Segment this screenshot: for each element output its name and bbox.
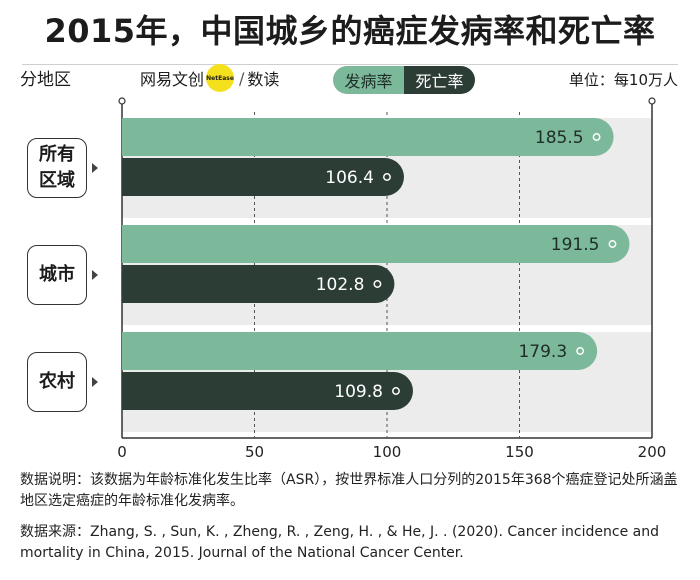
bar-end-marker — [392, 387, 400, 395]
brand-logo: 网易文创 NetEase / 数读 — [140, 62, 279, 94]
data-label: 102.8 — [316, 275, 365, 295]
bar-chart: 0 50 100 150 200 185.5 191.5 179.3 106.4 102.8 109… — [117, 97, 667, 461]
chart-title: 2015年，中国城乡的癌症发病率和死亡率 — [44, 12, 656, 50]
bar-end-marker — [373, 280, 382, 288]
data-label: 191.5 — [551, 235, 600, 255]
data-label: 179.3 — [518, 342, 567, 362]
category-label: 所有 区域 — [27, 138, 87, 198]
incidence-bar — [122, 225, 630, 263]
incidence-bar — [122, 118, 614, 156]
category-label-text: 农村 — [39, 369, 75, 395]
category-label: 农村 — [27, 352, 87, 412]
title-divider — [22, 64, 678, 65]
bar-end-marker — [592, 133, 601, 141]
category-label-line: 所有 — [39, 144, 75, 165]
category-label-line: 区域 — [39, 170, 75, 191]
bar-end-marker — [608, 240, 617, 248]
legend: 发病率 死亡率 — [333, 66, 475, 94]
unit-label: 单位：每10万人 — [568, 71, 678, 89]
category-pointer-icon — [92, 377, 98, 387]
mortality-bar — [122, 265, 395, 303]
legend-item-incidence: 发病率 — [344, 72, 393, 91]
brand-name-shudu: 数读 — [247, 70, 280, 89]
data-explanation-note: 数据说明：该数据为年龄标准化发生比率（ASR），按世界标准人口分列的2015年3… — [20, 472, 678, 509]
category-label-text: 所有 区域 — [39, 142, 75, 194]
category-pointer-icon — [92, 270, 98, 280]
bar-end-marker — [383, 173, 391, 181]
axis-cap-right — [648, 97, 656, 105]
brand-slash: / — [239, 68, 245, 88]
category-label-line: 城市 — [39, 264, 75, 285]
category-pointer-icon — [92, 163, 98, 173]
bar-end-marker — [576, 347, 585, 355]
category-label: 城市 — [27, 245, 87, 305]
category-label-line: 农村 — [39, 371, 75, 392]
data-source-note: 数据来源：Zhang, S. , Sun, K. , Zheng, R. , Z… — [20, 524, 659, 561]
axis-cap-left — [118, 97, 126, 105]
mortality-bar — [122, 158, 404, 196]
x-tick-label: 100 — [373, 443, 402, 461]
mortality-bar — [122, 372, 413, 410]
incidence-bar — [122, 332, 598, 370]
category-label-text: 城市 — [39, 262, 75, 288]
data-label: 109.8 — [334, 382, 383, 402]
legend-item-mortality: 死亡率 — [404, 66, 475, 94]
x-tick-label: 200 — [638, 443, 667, 461]
x-tick-label: 150 — [505, 443, 534, 461]
x-tick-label: 0 — [117, 443, 127, 461]
brand-name-netease: 网易文创 — [140, 70, 205, 89]
x-tick-label: 50 — [245, 443, 264, 461]
brand-circle-badge: NetEase — [206, 64, 235, 92]
data-label: 185.5 — [535, 128, 584, 148]
data-label: 106.4 — [325, 168, 374, 188]
region-label: 分地区 — [20, 70, 71, 90]
